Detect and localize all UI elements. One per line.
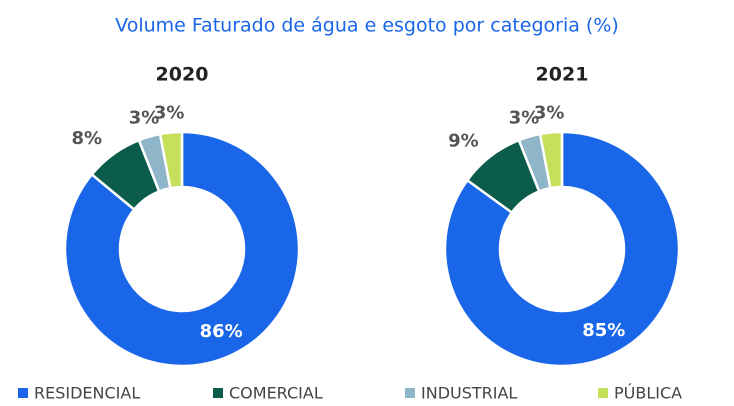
legend-label: RESIDENCIAL bbox=[34, 384, 140, 403]
donut-slice bbox=[63, 130, 301, 368]
legend-swatch bbox=[213, 388, 223, 398]
legend-swatch bbox=[405, 388, 415, 398]
donut-slice bbox=[538, 130, 564, 190]
data-label: 86% bbox=[200, 321, 243, 342]
chart-subtitle: 2020 bbox=[156, 64, 209, 86]
chart-subtitle: 2021 bbox=[536, 64, 589, 86]
legend-label: INDUSTRIAL bbox=[421, 384, 517, 403]
data-label: 3% bbox=[154, 103, 185, 124]
legend-swatch bbox=[18, 388, 28, 398]
data-label: 85% bbox=[582, 320, 625, 341]
donut-slice bbox=[158, 130, 184, 190]
data-label: 3% bbox=[534, 103, 565, 124]
legend-swatch bbox=[598, 388, 608, 398]
chart-title: Volume Faturado de água e esgoto por cat… bbox=[115, 15, 619, 37]
donut-slice bbox=[443, 130, 681, 368]
legend-label: PÚBLICA bbox=[614, 384, 682, 403]
data-label: 8% bbox=[71, 128, 102, 149]
data-label: 9% bbox=[448, 131, 479, 152]
data-label: 3% bbox=[129, 107, 160, 128]
legend-label: COMERCIAL bbox=[229, 384, 323, 403]
data-label: 3% bbox=[509, 107, 540, 128]
